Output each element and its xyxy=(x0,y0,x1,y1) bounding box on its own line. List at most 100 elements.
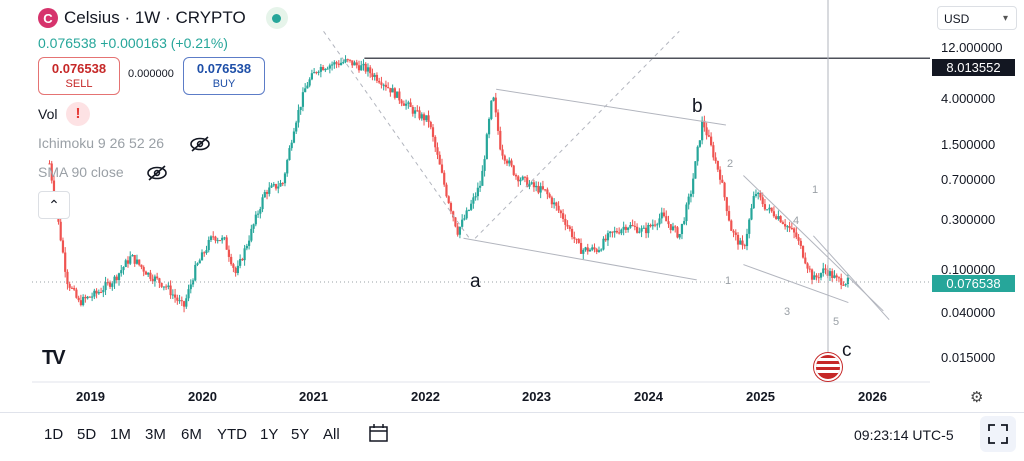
candle-body xyxy=(757,192,760,195)
buy-label: BUY xyxy=(212,78,236,90)
candle-body xyxy=(593,247,596,250)
symbol-title[interactable]: Celsius · 1W · CRYPTO xyxy=(64,8,246,27)
candle-body xyxy=(265,192,269,194)
candle-body xyxy=(633,225,636,227)
clock-timezone[interactable]: 09:23:14 UTC-5 xyxy=(854,427,954,443)
candle-body xyxy=(292,131,296,143)
wave-number-label: 3 xyxy=(784,306,791,318)
range-6m[interactable]: 6M xyxy=(181,426,202,443)
candle-body xyxy=(658,218,661,225)
candle-body xyxy=(483,159,486,171)
date-range-icon[interactable] xyxy=(368,423,390,443)
candle-body xyxy=(526,177,529,187)
candle-body xyxy=(387,87,390,89)
candle-body xyxy=(335,62,338,64)
buy-button[interactable]: 0.076538 BUY xyxy=(183,57,265,95)
candle-body xyxy=(786,226,789,228)
volume-indicator[interactable]: Vol xyxy=(38,106,58,122)
candle-body xyxy=(701,120,704,141)
collapse-legend-button[interactable]: ⌃ xyxy=(38,191,70,219)
fullscreen-icon[interactable] xyxy=(980,416,1016,452)
candle-body xyxy=(651,224,654,227)
candle-body xyxy=(111,283,114,287)
candle-body xyxy=(840,278,843,285)
candle-body xyxy=(223,237,226,239)
range-1m[interactable]: 1M xyxy=(110,426,131,443)
wedge-inner-line xyxy=(813,235,890,321)
candle-body xyxy=(447,196,450,204)
candle-body xyxy=(467,209,470,211)
candle-body xyxy=(445,184,448,197)
wave-number-label: 2 xyxy=(727,158,734,170)
candle-body xyxy=(600,249,603,251)
warning-icon[interactable]: ! xyxy=(66,102,90,126)
us-flag-event-icon[interactable] xyxy=(814,353,842,381)
sell-button[interactable]: 0.076538 SELL xyxy=(38,57,120,95)
time-axis-label: 2024 xyxy=(634,389,663,404)
candle-body xyxy=(775,216,778,220)
candle-body xyxy=(835,275,838,278)
range-5d[interactable]: 5D xyxy=(77,426,97,443)
range-ytd[interactable]: YTD xyxy=(217,426,247,443)
candle-body xyxy=(129,256,132,264)
candle-body xyxy=(694,161,697,179)
wave-label-c: c xyxy=(842,340,852,361)
candle-body xyxy=(743,245,746,247)
candle-body xyxy=(364,63,367,72)
candle-body xyxy=(79,300,82,306)
candle-body xyxy=(819,273,823,278)
candle-body xyxy=(768,207,771,210)
candle-body xyxy=(391,88,394,93)
price-chart[interactable] xyxy=(0,0,1024,412)
candle-body xyxy=(611,231,614,233)
candle-body xyxy=(532,182,536,188)
candle-body xyxy=(286,160,289,174)
candle-body xyxy=(70,287,74,289)
candle-body xyxy=(290,142,293,149)
candle-body xyxy=(494,97,497,113)
range-1d[interactable]: 1D xyxy=(44,426,64,443)
candle-body xyxy=(256,213,260,215)
market-status-icon[interactable] xyxy=(265,7,288,29)
candle-body xyxy=(153,276,157,282)
candle-body xyxy=(64,252,67,272)
settings-icon[interactable]: ⚙ xyxy=(970,389,984,406)
currency-select[interactable]: USD ▾ xyxy=(937,6,1017,30)
candle-body xyxy=(230,256,233,265)
candle-body xyxy=(766,209,769,211)
candle-body xyxy=(595,249,598,252)
candle-body xyxy=(754,194,758,197)
sma-indicator[interactable]: SMA 90 close xyxy=(38,164,124,180)
spread-value: 0.000000 xyxy=(128,68,174,80)
candle-body xyxy=(763,204,767,210)
candle-body xyxy=(252,224,255,229)
candle-body xyxy=(209,236,213,240)
hidden-eye-icon[interactable] xyxy=(146,165,168,181)
candle-body xyxy=(521,176,524,180)
candle-body xyxy=(725,197,728,212)
candle-body xyxy=(218,240,222,242)
candle-body xyxy=(384,84,388,88)
candle-body xyxy=(333,62,336,65)
candle-body xyxy=(360,65,363,71)
last-price: 0.076538 xyxy=(38,35,97,51)
symbol-header[interactable]: C Celsius · 1W · CRYPTO xyxy=(38,7,288,29)
candle-body xyxy=(375,74,379,81)
candle-body xyxy=(239,259,242,266)
range-1y[interactable]: 1Y xyxy=(260,426,279,443)
wave-number-label: 4 xyxy=(793,215,800,227)
range-all[interactable]: All xyxy=(323,426,340,443)
candle-body xyxy=(409,102,412,107)
range-5y[interactable]: 5Y xyxy=(291,426,310,443)
candle-body xyxy=(411,106,414,114)
candle-body xyxy=(232,264,235,268)
hidden-eye-icon[interactable] xyxy=(189,136,211,152)
candle-body xyxy=(48,163,51,165)
candle-body xyxy=(133,255,136,264)
candle-body xyxy=(59,221,62,241)
range-3m[interactable]: 3M xyxy=(145,426,166,443)
ichimoku-indicator[interactable]: Ichimoku 9 26 52 26 xyxy=(38,135,165,151)
candle-body xyxy=(692,178,695,194)
price-axis-label: 1.500000 xyxy=(941,137,996,152)
candle-body xyxy=(741,240,744,246)
